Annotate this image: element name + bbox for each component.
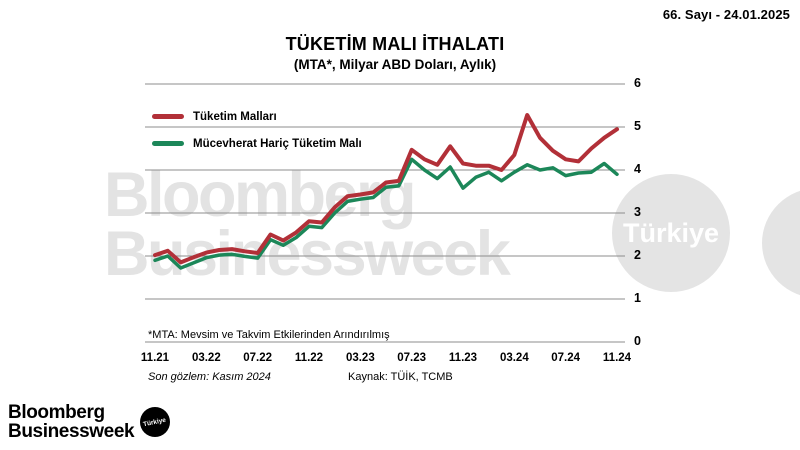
x-tick-label: 03.24 <box>499 352 529 364</box>
x-tick-label: 11.24 <box>602 352 632 364</box>
x-tick-label: 03.22 <box>191 352 221 364</box>
x-tick-label: 07.22 <box>243 352 273 364</box>
y-tick-label: 5 <box>634 119 641 133</box>
chart-subtitle: (MTA*, Milyar ABD Doları, Aylık) <box>293 57 497 72</box>
y-tick-label: 0 <box>634 334 641 348</box>
x-tick-label: 11.22 <box>294 352 324 364</box>
title-block: TÜKETİM MALI İTHALATI (MTA*, Milyar ABD … <box>0 34 790 72</box>
series-line <box>153 157 619 270</box>
series-line <box>153 113 619 265</box>
last-observation-note: Son gözlem: Kasım 2024 <box>148 371 271 383</box>
x-tick-label: 03.23 <box>345 352 375 364</box>
x-tick-label: 11.21 <box>140 352 170 364</box>
legend-item-tuketim-mallari: Tüketim Malları <box>152 103 362 130</box>
y-tick-label: 4 <box>634 162 641 176</box>
turkiye-badge: Türkiye <box>140 407 170 437</box>
y-tick-label: 2 <box>634 248 641 262</box>
legend-item-mucevherat-haric: Mücevherat Hariç Tüketim Malı <box>152 130 362 157</box>
mta-footnote: *MTA: Mevsim ve Takvim Etkilerinden Arın… <box>148 329 390 341</box>
logo-line2: Businessweek <box>8 420 135 442</box>
turkiye-badge-label: Türkiye <box>142 416 168 428</box>
x-tick-label: 07.23 <box>397 352 427 364</box>
x-tick-label: 07.24 <box>551 352 581 364</box>
legend-swatch-red <box>152 114 184 119</box>
issue-date: 66. Sayı - 24.01.2025 <box>662 7 790 22</box>
source-note: Kaynak: TÜİK, TCMB <box>348 371 453 383</box>
chart-title: TÜKETİM MALI İTHALATI <box>285 34 505 54</box>
y-tick-label: 1 <box>634 291 641 305</box>
logo-line1: Bloomberg <box>8 402 105 423</box>
turkiye-circle-watermark: Türkiye <box>612 174 730 292</box>
y-tick-label: 6 <box>634 76 641 90</box>
turkiye-watermark-label: Türkiye <box>622 217 720 248</box>
legend-label: Mücevherat Hariç Tüketim Malı <box>193 137 362 150</box>
legend: Tüketim Malları Mücevherat Hariç Tüketim… <box>152 103 362 157</box>
legend-label: Tüketim Malları <box>193 110 277 123</box>
legend-swatch-green <box>152 141 184 146</box>
y-tick-label: 3 <box>634 205 641 219</box>
bloomberg-businessweek-logo: Bloomberg Businessweek <box>8 402 135 442</box>
x-tick-label: 11.23 <box>448 352 478 364</box>
